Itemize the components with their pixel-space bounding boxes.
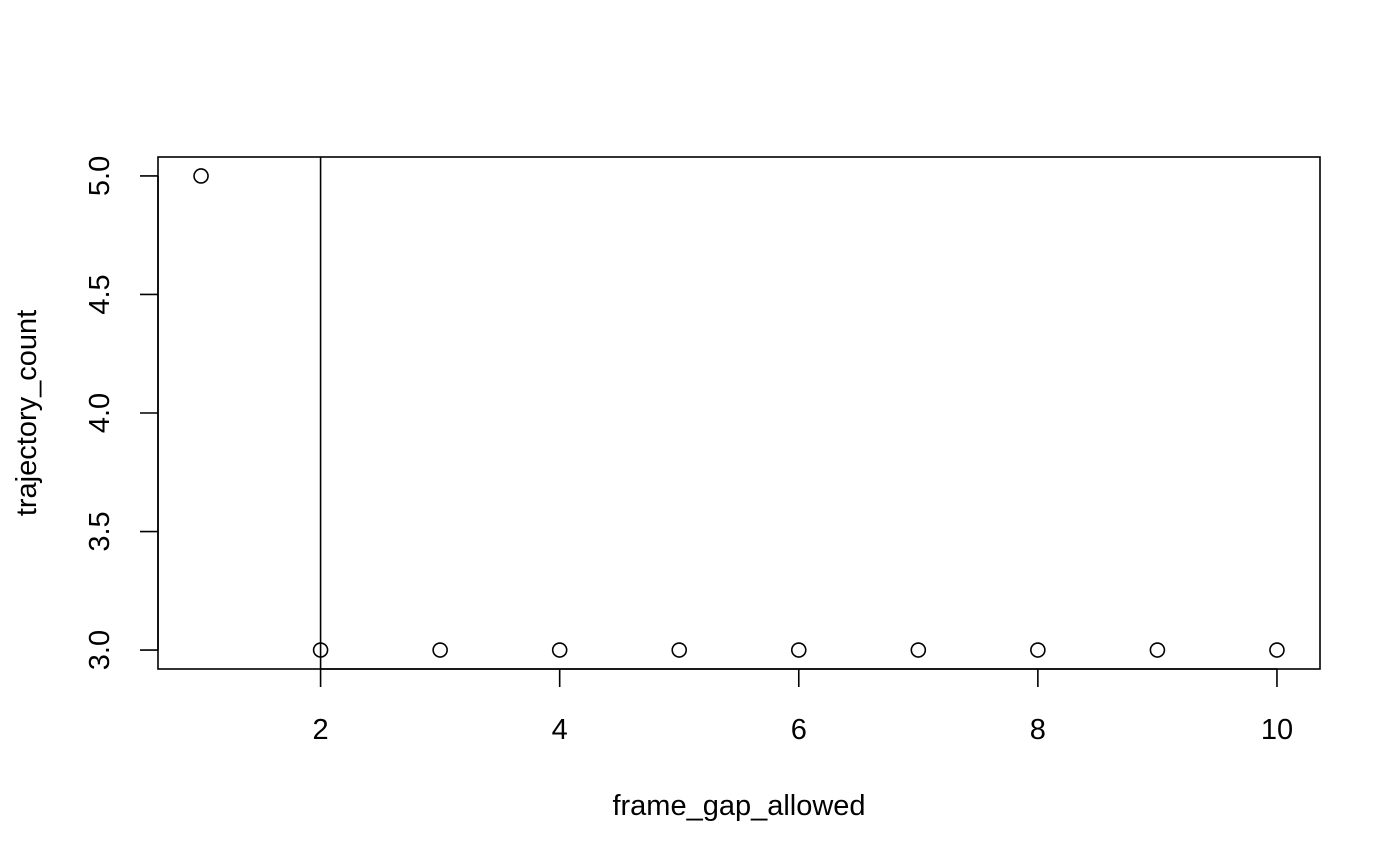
- x-axis-label: frame_gap_allowed: [612, 790, 865, 822]
- data-point: [432, 642, 448, 658]
- y-tick-label: 3.0: [84, 630, 116, 670]
- y-axis-label: trajectory_count: [11, 310, 43, 516]
- x-tick-label: 8: [1030, 714, 1046, 746]
- data-point: [193, 168, 209, 184]
- y-axis: 3.0 3.5 4.0 4.5 5.0: [84, 156, 159, 670]
- x-tick-label: 4: [552, 714, 568, 746]
- data-point: [1149, 642, 1166, 658]
- y-tick-label: 3.5: [84, 511, 116, 551]
- data-point: [312, 642, 329, 658]
- data-point: [671, 642, 688, 658]
- data-point: [551, 642, 568, 658]
- y-tick-label: 5.0: [84, 156, 116, 196]
- data-point: [790, 642, 807, 658]
- data-points: [193, 168, 1285, 658]
- data-point: [910, 642, 927, 658]
- data-point: [1269, 642, 1285, 658]
- x-tick-label: 6: [791, 714, 807, 746]
- y-tick-label: 4.0: [84, 393, 116, 433]
- y-tick-label: 4.5: [84, 274, 116, 314]
- x-tick-label: 10: [1261, 714, 1293, 746]
- x-tick-label: 2: [313, 714, 329, 746]
- data-point: [1030, 642, 1046, 658]
- x-axis: 2 4 6 8 10: [313, 668, 1293, 746]
- plot-frame: [157, 156, 1321, 670]
